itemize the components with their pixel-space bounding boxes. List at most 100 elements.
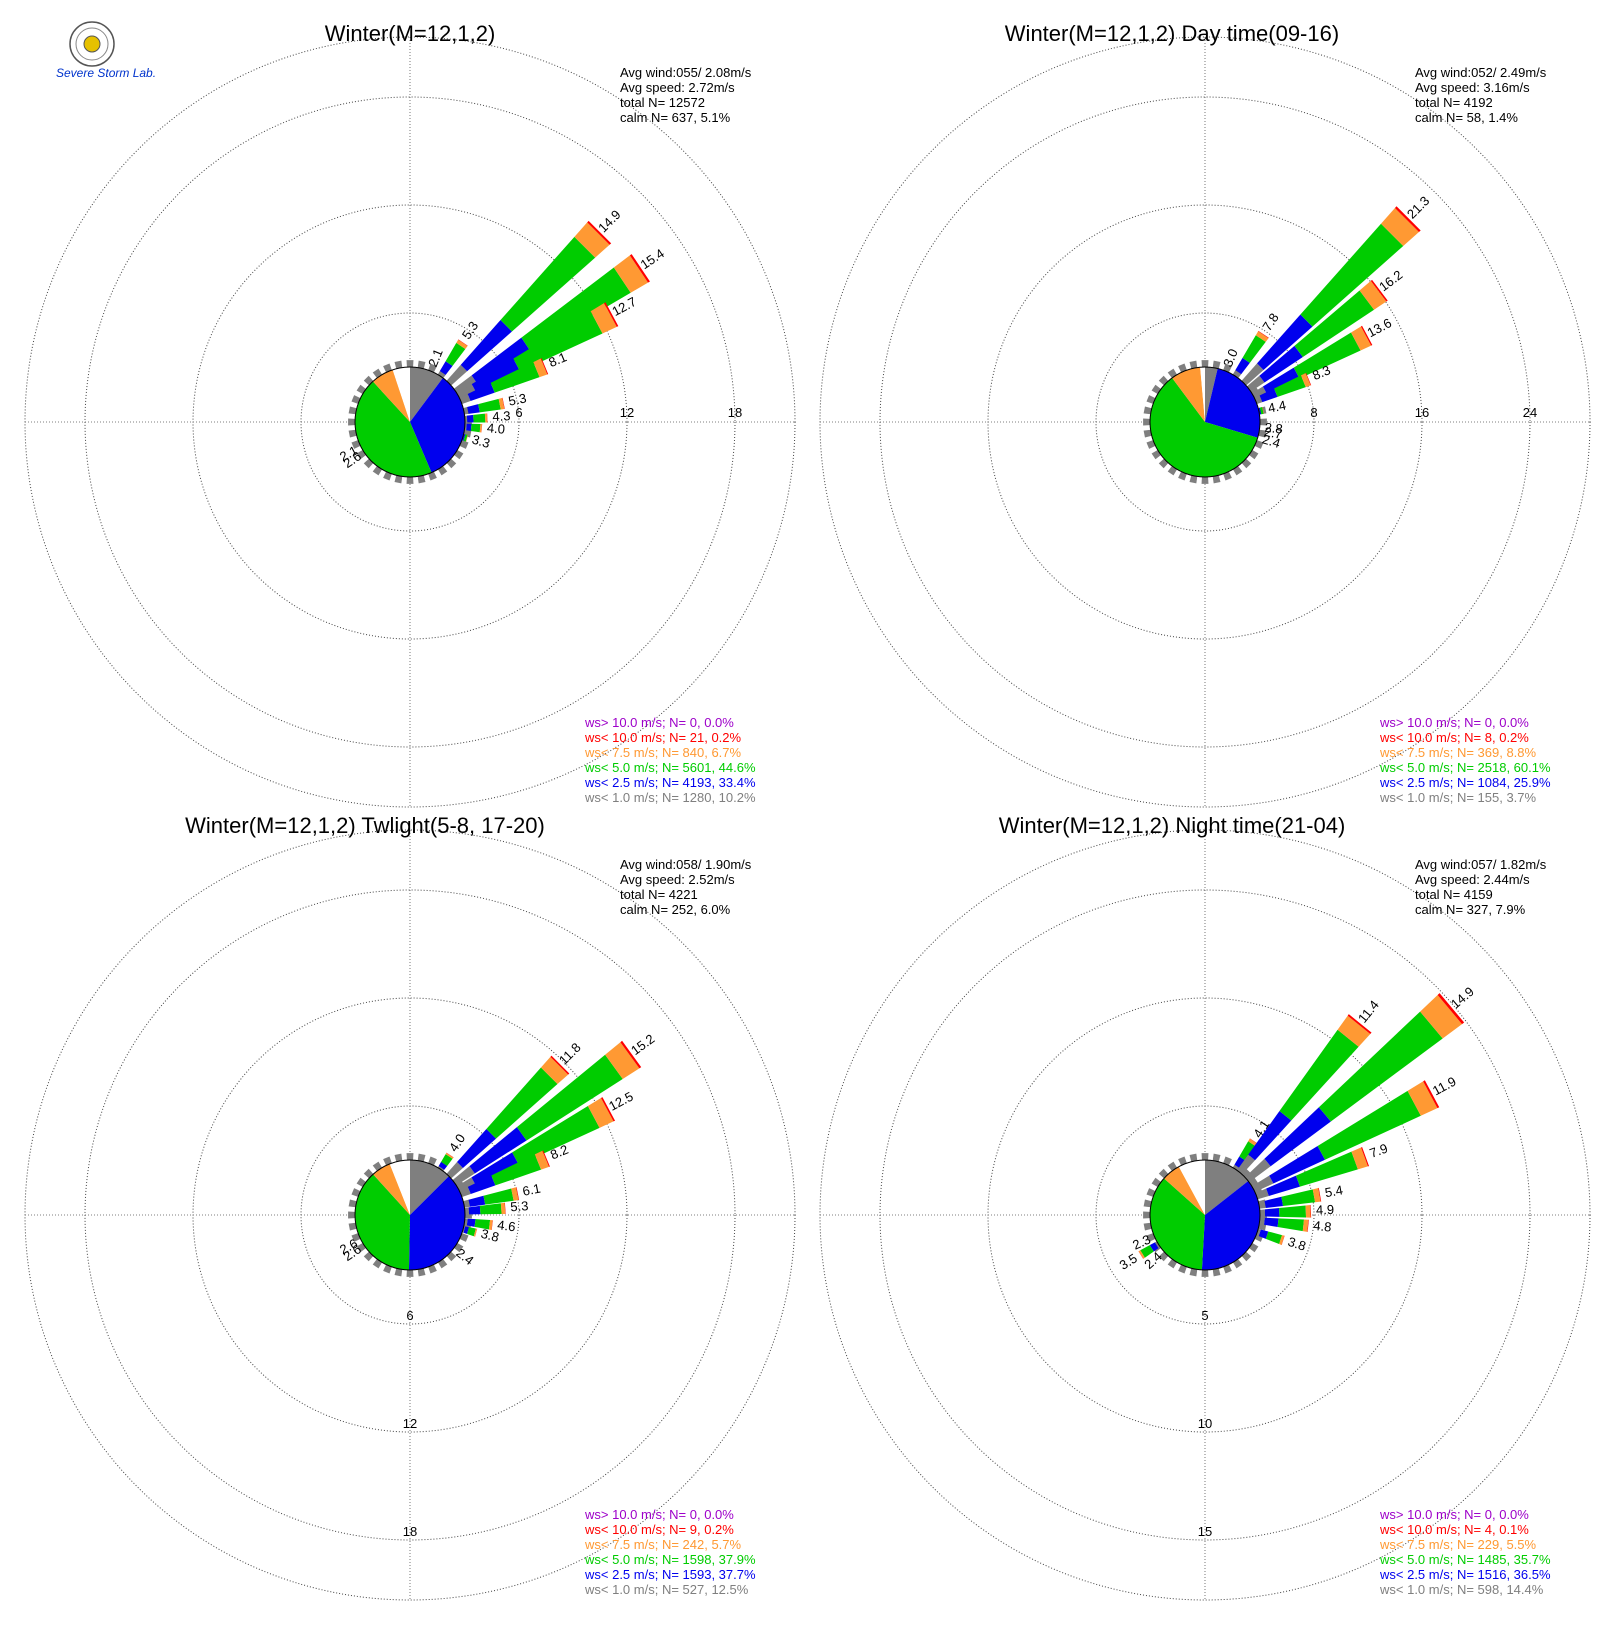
petal-segment	[1264, 1217, 1279, 1228]
chart-title: Winter(M=12,1,2) Twlight(5-8, 17-20)	[185, 813, 545, 838]
petal-segment	[1370, 279, 1388, 302]
pie-slice-white	[1200, 367, 1205, 422]
legend-entry: ws< 1.0 m/s; N= 598, 14.4%	[1379, 1582, 1544, 1597]
pie-slice-blue	[1201, 1181, 1261, 1270]
petal-value-label: 3.0	[1220, 347, 1241, 369]
petal-segment	[1420, 995, 1463, 1039]
petal: 2.3	[1130, 1232, 1153, 1253]
petal-segment	[463, 434, 468, 442]
petal-segment	[469, 1127, 527, 1174]
petal-segment	[471, 337, 531, 383]
minor-petal	[1146, 1188, 1156, 1197]
petal-segment	[604, 302, 619, 327]
petal-segment	[446, 1152, 454, 1158]
petal-value-label: 2.1	[425, 347, 446, 369]
petal-segment	[466, 414, 474, 423]
petal-segment	[1242, 335, 1266, 363]
petal: 7.9	[1255, 1141, 1390, 1200]
ring-tick-label: 18	[728, 405, 742, 420]
petal-segment	[490, 362, 540, 393]
minor-petal	[394, 1268, 403, 1277]
petal-segment	[1138, 1251, 1144, 1259]
minor-petal	[1146, 395, 1156, 404]
chart-title: Winter(M=12,1,2) Day time(09-16)	[1005, 21, 1339, 46]
petal-segment	[491, 1220, 493, 1230]
stat-calm: calm N= 327, 7.9%	[1415, 902, 1526, 917]
petal-segment	[1235, 357, 1250, 375]
petal-segment	[1251, 1175, 1274, 1193]
minor-petal	[1143, 1211, 1151, 1219]
petal-segment	[1394, 206, 1421, 233]
petal-value-label: 7.9	[1368, 1141, 1390, 1161]
petal-segment	[1264, 1196, 1284, 1208]
minor-petal	[1146, 1233, 1156, 1242]
pie-slice-gray	[1205, 367, 1218, 422]
petal-segment	[620, 1040, 642, 1069]
petal: 15.4	[453, 246, 667, 395]
petal-value-label: 8.2	[548, 1142, 570, 1163]
petal-segment	[1249, 1138, 1259, 1145]
petal-segment	[1255, 331, 1269, 342]
minor-petal	[1201, 360, 1209, 368]
petal-segment	[1258, 1200, 1266, 1209]
minor-petal	[406, 360, 414, 368]
pie-slice-white	[389, 1160, 410, 1215]
petal-segment	[478, 398, 501, 413]
petal-segment	[1258, 330, 1269, 339]
petal-segment	[1241, 363, 1264, 386]
pie-outline	[1149, 366, 1261, 478]
petal-value-label: 5.3	[459, 319, 482, 342]
petal-value-label: 4.6	[497, 1217, 517, 1234]
minor-petal	[348, 429, 357, 438]
petal-segment	[460, 320, 512, 372]
petal-segment	[458, 339, 468, 347]
minor-petal	[348, 1211, 356, 1219]
petal-value-label: 11.9	[1430, 1074, 1459, 1099]
petal-segment	[516, 1054, 623, 1141]
minor-petal	[417, 1153, 426, 1162]
petal-segment	[486, 1067, 558, 1139]
ring-tick-label: 12	[403, 1416, 417, 1431]
petal-segment	[463, 1226, 469, 1234]
petal-segment	[1317, 1090, 1421, 1160]
legend-entry: ws< 7.5 m/s; N= 369, 8.8%	[1379, 745, 1537, 760]
petal-segment	[500, 1202, 506, 1215]
petal-segment	[446, 1162, 463, 1179]
petal-segment	[1312, 1188, 1321, 1203]
petal: 11.4	[1237, 997, 1382, 1175]
stat-calm: calm N= 58, 1.4%	[1415, 110, 1518, 125]
petal-segment	[471, 1152, 519, 1185]
minor-petal	[1223, 1156, 1232, 1166]
petal-segment	[1281, 1235, 1285, 1246]
petal-segment	[1248, 1110, 1292, 1161]
ring-tick-label: 10	[1198, 1416, 1212, 1431]
petal-value-label: 4.3	[492, 408, 511, 424]
petal-segment	[483, 1188, 514, 1205]
wind-rose-panel-1: 6 12 182.15.314.915.412.78.15.34.34.03.32.…	[24, 21, 796, 808]
petal-segment	[1279, 1029, 1359, 1121]
minor-petal	[394, 475, 403, 484]
petal-segment	[1294, 290, 1375, 357]
petal-value-label: 16.2	[1376, 267, 1405, 294]
pie-outline	[1149, 1159, 1261, 1271]
petal-segment	[1347, 1014, 1372, 1035]
petal-segment	[1295, 1151, 1358, 1187]
petal-segment	[1264, 1107, 1331, 1167]
minor-petal	[1254, 440, 1264, 449]
petal-segment	[466, 434, 469, 442]
petal-segment	[1361, 1147, 1370, 1167]
petal-segment	[474, 1219, 491, 1230]
minor-petal	[1143, 1222, 1152, 1231]
petal-segment	[1337, 1015, 1371, 1047]
petal-segment	[1149, 1242, 1159, 1252]
petal-segment	[498, 397, 505, 410]
petal: 3.0	[1220, 347, 1241, 369]
petal-segment	[1259, 388, 1278, 403]
petal-segment	[1310, 1205, 1312, 1218]
ring-tick-label: 6	[406, 1308, 413, 1323]
petal-value-label: 21.3	[1404, 193, 1433, 222]
minor-petal	[1146, 440, 1156, 449]
petal-value-label: 15.4	[638, 246, 667, 273]
